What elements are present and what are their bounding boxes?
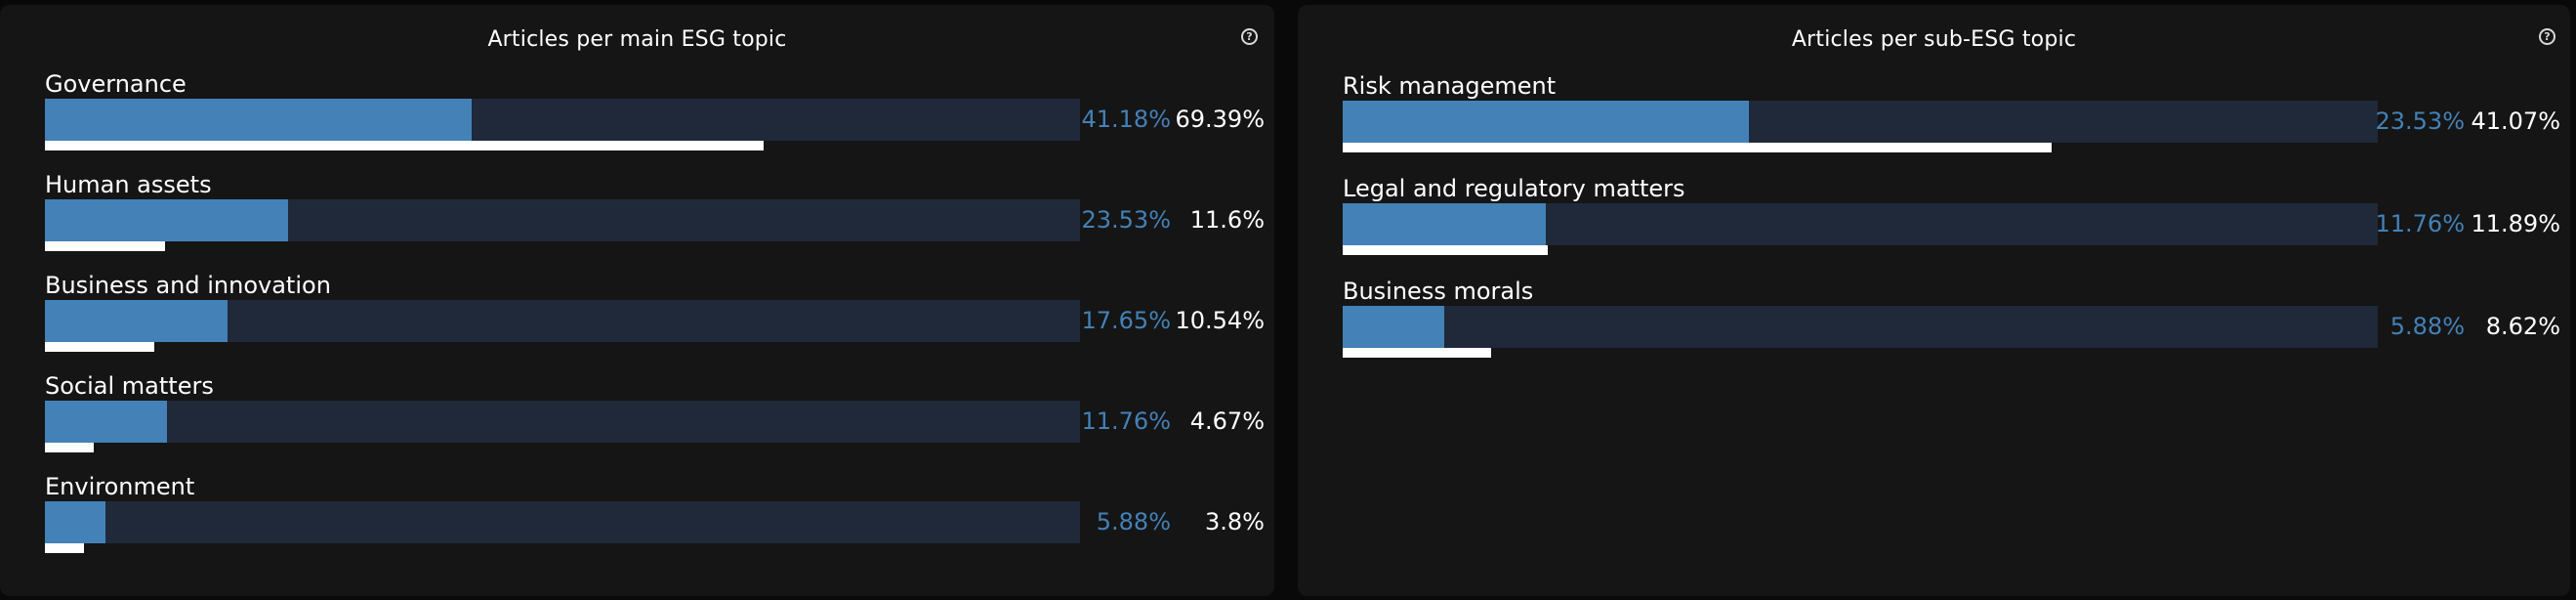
primary-value-label: 5.88%: [2389, 313, 2465, 340]
bar-track: [45, 99, 1080, 141]
question-mark-icon[interactable]: ?: [2539, 28, 2555, 45]
bar-fill-primary: [45, 99, 472, 141]
bar-row: Social matters 11.76% 4.67%: [0, 371, 1274, 459]
bar-fill-secondary: [1343, 245, 1549, 255]
secondary-value-label: 8.62%: [2485, 313, 2560, 340]
bar-track: [45, 300, 1080, 342]
secondary-value-label: 11.89%: [2471, 210, 2560, 237]
secondary-value-label: 10.54%: [1175, 307, 1265, 334]
question-mark-icon[interactable]: ?: [1241, 28, 1258, 45]
bar-row: Risk management 23.53% 41.07%: [1298, 71, 2570, 159]
bar-category-label: Social matters: [45, 372, 214, 400]
secondary-value-label: 41.07%: [2471, 107, 2560, 135]
bar-fill-primary: [1343, 306, 1444, 348]
bar-category-label: Environment: [45, 473, 195, 500]
bar-row: Legal and regulatory matters 11.76% 11.89%: [1298, 174, 2570, 262]
primary-value-label: 23.53%: [1081, 206, 1171, 234]
bar-category-label: Business morals: [1343, 278, 1534, 305]
bar-track: [1343, 203, 2378, 245]
sub-esg-topic-panel: Articles per sub-ESG topic ? Risk manage…: [1298, 5, 2570, 596]
primary-value-label: 11.76%: [2375, 210, 2465, 237]
bar-fill-primary: [45, 300, 229, 342]
secondary-value-label: 69.39%: [1175, 106, 1265, 133]
bar-row: Governance 41.18% 69.39%: [0, 69, 1274, 157]
primary-value-label: 17.65%: [1081, 307, 1171, 334]
primary-value-label: 23.53%: [2375, 107, 2465, 135]
bar-track: [45, 501, 1080, 543]
bar-fill-secondary: [45, 241, 165, 251]
bar-track: [1343, 101, 2378, 143]
sub-esg-topic-title: Articles per sub-ESG topic: [1791, 27, 2077, 52]
bar-category-label: Human assets: [45, 171, 212, 198]
bar-row: Business and innovation 17.65% 10.54%: [0, 271, 1274, 359]
bar-fill-primary: [1343, 203, 1546, 245]
bar-fill-secondary: [45, 443, 94, 452]
primary-value-label: 5.88%: [1096, 508, 1171, 536]
bar-fill-secondary: [45, 543, 85, 553]
bar-fill-primary: [1343, 101, 1749, 143]
bar-category-label: Business and innovation: [45, 272, 331, 299]
bar-fill-primary: [45, 401, 167, 443]
secondary-value-label: 11.6%: [1189, 206, 1265, 234]
bar-fill-primary: [45, 199, 289, 241]
bar-row: Business morals 5.88% 8.62%: [1298, 277, 2570, 364]
bar-track: [1343, 306, 2378, 348]
main-esg-topic-panel: Articles per main ESG topic ? Governance…: [0, 5, 1274, 596]
bar-row: Human assets 23.53% 11.6%: [0, 170, 1274, 258]
bar-fill-primary: [45, 501, 106, 543]
bar-fill-secondary: [1343, 348, 1492, 358]
secondary-value-label: 3.8%: [1205, 508, 1265, 536]
bar-row: Environment 5.88% 3.8%: [0, 472, 1274, 560]
primary-value-label: 41.18%: [1081, 106, 1171, 133]
bar-fill-secondary: [45, 342, 154, 352]
bar-category-label: Risk management: [1343, 72, 1557, 100]
bar-track: [45, 199, 1080, 241]
primary-value-label: 11.76%: [1081, 407, 1171, 435]
bar-fill-secondary: [1343, 143, 2052, 152]
bar-category-label: Governance: [45, 70, 187, 98]
bar-fill-secondary: [45, 141, 764, 150]
bar-category-label: Legal and regulatory matters: [1343, 175, 1685, 202]
bar-track: [45, 401, 1080, 443]
secondary-value-label: 4.67%: [1189, 407, 1265, 435]
main-esg-topic-title: Articles per main ESG topic: [487, 27, 787, 52]
